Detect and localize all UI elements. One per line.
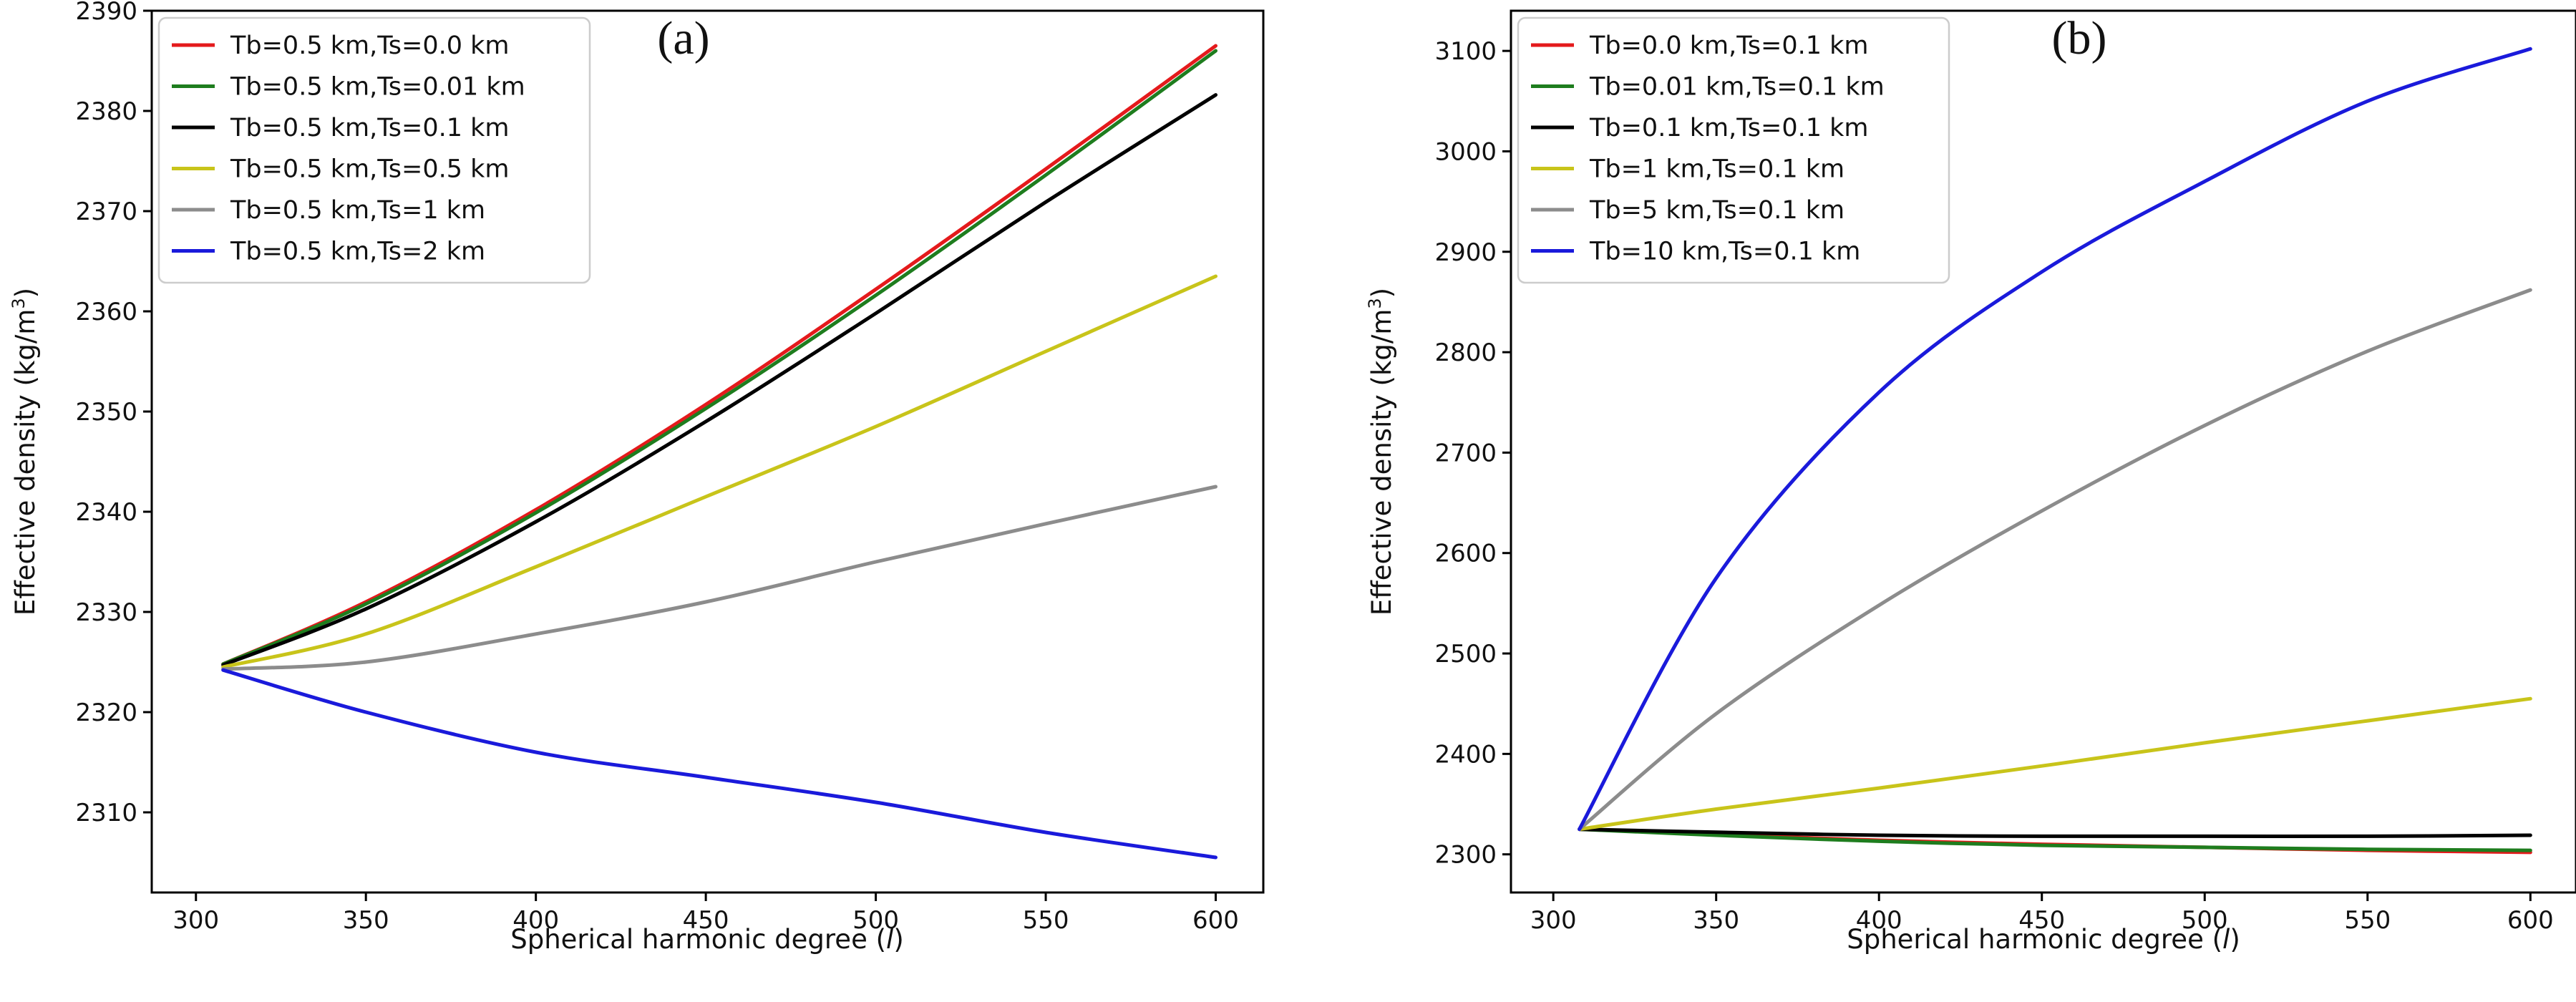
- x-tick-label-b: 450: [2018, 906, 2065, 935]
- series-line-b-2: [1578, 827, 2532, 852]
- x-axis-label-var-a: l: [886, 924, 894, 955]
- series-line-b-3: [1578, 827, 2532, 839]
- legend-label-b-3: Tb=0.1 km,Ts=0.1 km: [1589, 114, 1869, 142]
- y-ticks-b: 2300 2400 2500 2600 2700 2800 2900 3000 3100: [1434, 37, 1511, 870]
- y-axis-label-unit-b: kg/m: [1366, 309, 1397, 376]
- y-axis-label-exp-b: 3: [1365, 298, 1385, 308]
- x-axis-label-text-a: Spherical harmonic degree: [510, 924, 867, 955]
- x-axis-label-var-b: l: [2222, 924, 2230, 955]
- x-tick-label-a: 600: [1192, 906, 1239, 935]
- x-tick-label-a: 500: [852, 906, 899, 935]
- y-tick-label-b: 3100: [1434, 37, 1497, 66]
- y-tick-label-a: 2370: [75, 198, 137, 226]
- x-tick-label-a: 350: [343, 906, 389, 935]
- x-axis-label-a: Spherical harmonic degree (l): [510, 924, 904, 955]
- series-line-a-6: [221, 668, 1217, 860]
- y-axis-label-exp-a: 3: [9, 298, 29, 308]
- y-tick-label-b: 3000: [1434, 137, 1497, 166]
- y-tick-label-a: 2340: [75, 498, 137, 527]
- x-tick-label-b: 600: [2507, 906, 2554, 935]
- legend-label-a-2: Tb=0.5 km,Ts=0.01 km: [230, 73, 525, 102]
- y-tick-label-a: 2390: [75, 0, 137, 26]
- series-line-a-1: [221, 44, 1217, 666]
- legend-box-a: [157, 16, 591, 284]
- legend-box-b: [1517, 16, 1950, 284]
- legend-label-a-6: Tb=0.5 km,Ts=2 km: [230, 238, 485, 266]
- series-line-b-6: [1578, 47, 2532, 832]
- y-axis-label-unit-a: kg/m: [10, 309, 41, 376]
- panel-label-a: (a): [657, 12, 709, 64]
- y-tick-label-b: 2300: [1434, 841, 1497, 870]
- x-tick-label-a: 450: [683, 906, 729, 935]
- x-tick-label-a: 300: [172, 906, 219, 935]
- legend-label-b-4: Tb=1 km,Ts=0.1 km: [1589, 155, 1844, 184]
- series-lines-b: [1578, 47, 2532, 855]
- x-tick-label-b: 400: [1856, 906, 1902, 935]
- y-tick-label-b: 2800: [1434, 339, 1497, 367]
- y-tick-label-b: 2400: [1434, 740, 1497, 769]
- legend-label-a-1: Tb=0.5 km,Ts=0.0 km: [230, 31, 510, 60]
- legend-label-b-1: Tb=0.0 km,Ts=0.1 km: [1589, 31, 1869, 60]
- y-tick-label-a: 2380: [75, 97, 137, 126]
- x-axis-label-text-b: Spherical harmonic degree: [1847, 924, 2204, 955]
- legend-label-b-6: Tb=10 km,Ts=0.1 km: [1589, 238, 1860, 266]
- series-line-a-3: [221, 93, 1217, 667]
- x-tick-label-b: 500: [2182, 906, 2228, 935]
- y-ticks-a: 2310 2320 2330 2340 2350 2360 2370 2380 2390: [75, 0, 152, 827]
- panel-label-b: (b): [2052, 12, 2107, 64]
- series-line-a-5: [221, 485, 1217, 671]
- x-tick-label-a: 550: [1023, 906, 1069, 935]
- x-tick-label-b: 300: [1530, 906, 1577, 935]
- legend-label-b-2: Tb=0.01 km,Ts=0.1 km: [1589, 73, 1885, 102]
- y-axis-label-a: Effective density (kg/m3): [9, 288, 41, 616]
- legend-label-b-5: Tb=5 km,Ts=0.1 km: [1589, 196, 1844, 225]
- y-tick-label-b: 2600: [1434, 540, 1497, 568]
- series-line-a-2: [221, 49, 1217, 666]
- x-tick-label-a: 400: [512, 906, 559, 935]
- y-tick-label-a: 2360: [75, 298, 137, 326]
- legend-label-a-3: Tb=0.5 km,Ts=0.1 km: [230, 114, 510, 142]
- y-tick-label-a: 2350: [75, 398, 137, 427]
- x-tick-label-b: 350: [1693, 906, 1739, 935]
- panel-b: 300 350 400 450 500 550 600 2300 2400 2500 2600 27…: [1365, 9, 2576, 955]
- series-line-b-4: [1578, 696, 2532, 832]
- series-lines-a: [221, 44, 1217, 860]
- y-axis-label-text-b: Effective density: [1366, 394, 1397, 616]
- plot-area-a: [150, 9, 1265, 894]
- y-tick-label-b: 2500: [1434, 640, 1497, 668]
- y-tick-label-b: 2900: [1434, 238, 1497, 267]
- panel-a: 300 350 400 450 500 550 600 231023202330234023…: [9, 0, 1265, 955]
- legend-b: Tb=0.0 km,Ts=0.1 km Tb=0.01 km,Ts=0.1 km T…: [1517, 16, 1950, 284]
- legend-label-a-4: Tb=0.5 km,Ts=0.5 km: [230, 155, 510, 184]
- y-axis-label-b: Effective density (kg/m3): [1365, 288, 1397, 616]
- y-tick-label-a: 2330: [75, 598, 137, 627]
- y-tick-label-a: 2310: [75, 799, 137, 827]
- y-axis-label-text-a: Effective density: [10, 394, 41, 616]
- series-line-a-4: [221, 274, 1217, 669]
- series-line-b-5: [1578, 288, 2532, 832]
- x-tick-label-b: 550: [2344, 906, 2391, 935]
- legend-a: Tb=0.5 km,Ts=0.0 km Tb=0.5 km,Ts=0.01 km T…: [157, 16, 591, 284]
- x-axis-label-b: Spherical harmonic degree (l): [1847, 924, 2240, 955]
- legend-label-a-5: Tb=0.5 km,Ts=1 km: [230, 196, 485, 225]
- x-ticks-a: 300 350 400 450 500 550 600: [172, 892, 1239, 935]
- y-tick-label-a: 2320: [75, 699, 137, 727]
- y-tick-label-b: 2700: [1434, 439, 1497, 467]
- x-ticks-b: 300 350 400 450 500 550 600: [1530, 892, 2554, 935]
